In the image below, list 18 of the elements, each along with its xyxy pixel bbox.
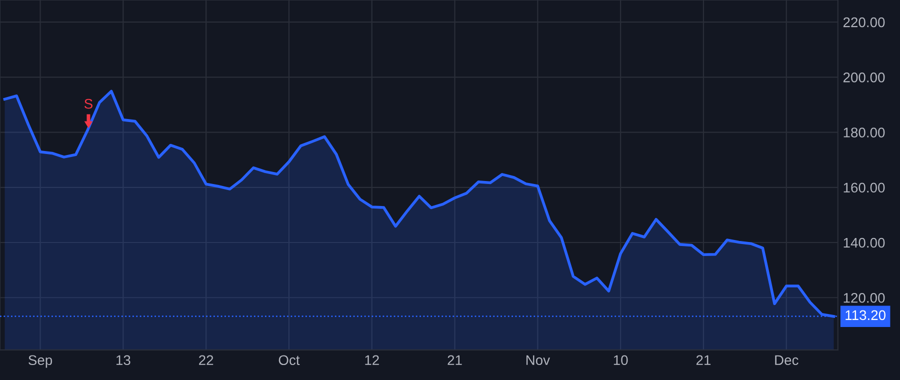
y-tick-label: 140.00: [844, 238, 885, 248]
x-tick-label: Sep: [28, 355, 52, 368]
x-tick-label: Dec: [775, 355, 798, 366]
y-tick-label: 180.00: [844, 128, 885, 138]
ref-line-label: 113.20: [846, 310, 886, 320]
x-tick-label: 13: [116, 355, 130, 366]
y-tick-label: 160.00: [844, 182, 885, 193]
y-tick-label: 220.00: [843, 17, 885, 28]
x-tick-label: 22: [199, 355, 214, 365]
x-tick-label: Nov: [526, 355, 550, 366]
annotation: S: [84, 98, 92, 109]
x-tick-label: Oct: [278, 355, 300, 366]
y-tick-label: 200.00: [843, 72, 885, 82]
x-tick-label: 12: [365, 355, 379, 365]
x-tick-label: 21: [696, 355, 711, 365]
y-tick-label: 120.00: [844, 292, 885, 303]
x-tick-label: 10: [614, 355, 628, 366]
x-tick-label: 21: [448, 355, 462, 365]
